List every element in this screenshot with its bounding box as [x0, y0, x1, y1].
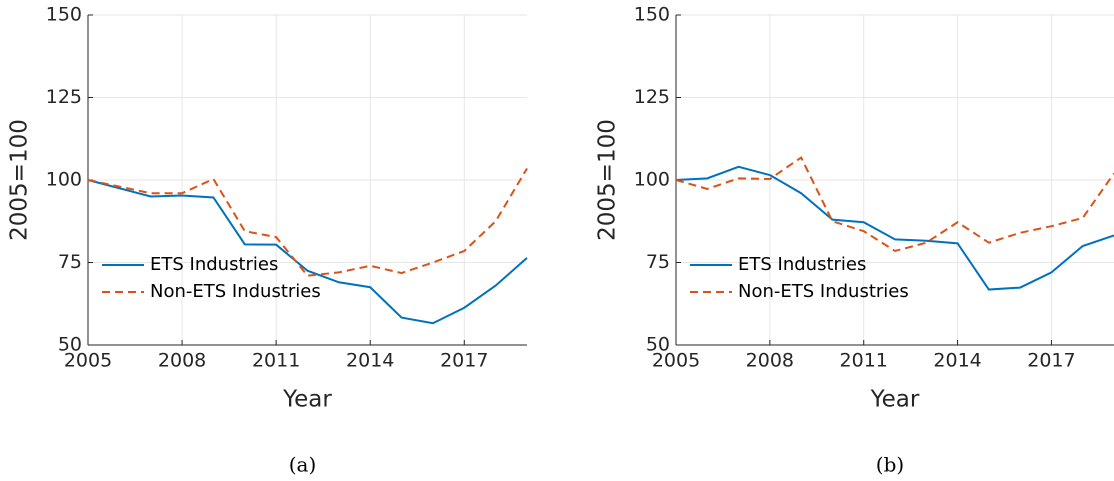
caption: (a) — [289, 453, 317, 477]
caption: (b) — [876, 453, 904, 477]
y-tick-label: 100 — [46, 169, 82, 191]
y-tick-label: 150 — [46, 4, 82, 26]
x-tick-label: 2011 — [840, 350, 888, 372]
y-tick-label: 100 — [634, 169, 670, 191]
legend-label: Non-ETS Industries — [738, 281, 909, 302]
legend-label: ETS Industries — [150, 254, 278, 275]
y-tick-label: 125 — [46, 86, 82, 108]
series-line — [87, 179, 528, 325]
y-tick-label: 50 — [58, 334, 82, 356]
legend-label: ETS Industries — [738, 254, 866, 275]
series-line — [675, 156, 1114, 253]
x-axis-label: Year — [870, 387, 920, 413]
x-tick-label: 2008 — [158, 350, 206, 372]
y-axis-label: 2005=100 — [595, 119, 621, 241]
y-tick-label: 125 — [634, 86, 670, 108]
legend-label: Non-ETS Industries — [150, 281, 321, 302]
y-tick-label: 50 — [646, 334, 670, 356]
x-axis-label: Year — [282, 387, 332, 413]
x-tick-label: 2005 — [64, 350, 112, 372]
x-tick-label: 2014 — [346, 350, 394, 372]
y-tick-label: 75 — [646, 251, 670, 273]
x-tick-label: 2014 — [933, 350, 981, 372]
x-tick-label: 2008 — [746, 350, 794, 372]
x-tick-label: 2011 — [252, 350, 300, 372]
y-axis-label: 2005=100 — [7, 119, 33, 241]
x-tick-label: 2017 — [1027, 350, 1075, 372]
x-tick-label: 2017 — [440, 350, 488, 372]
x-tick-label: 2005 — [652, 350, 700, 372]
y-tick-label: 75 — [58, 251, 82, 273]
series-line — [675, 165, 1114, 291]
y-tick-label: 150 — [634, 4, 670, 26]
series-line — [87, 167, 528, 277]
